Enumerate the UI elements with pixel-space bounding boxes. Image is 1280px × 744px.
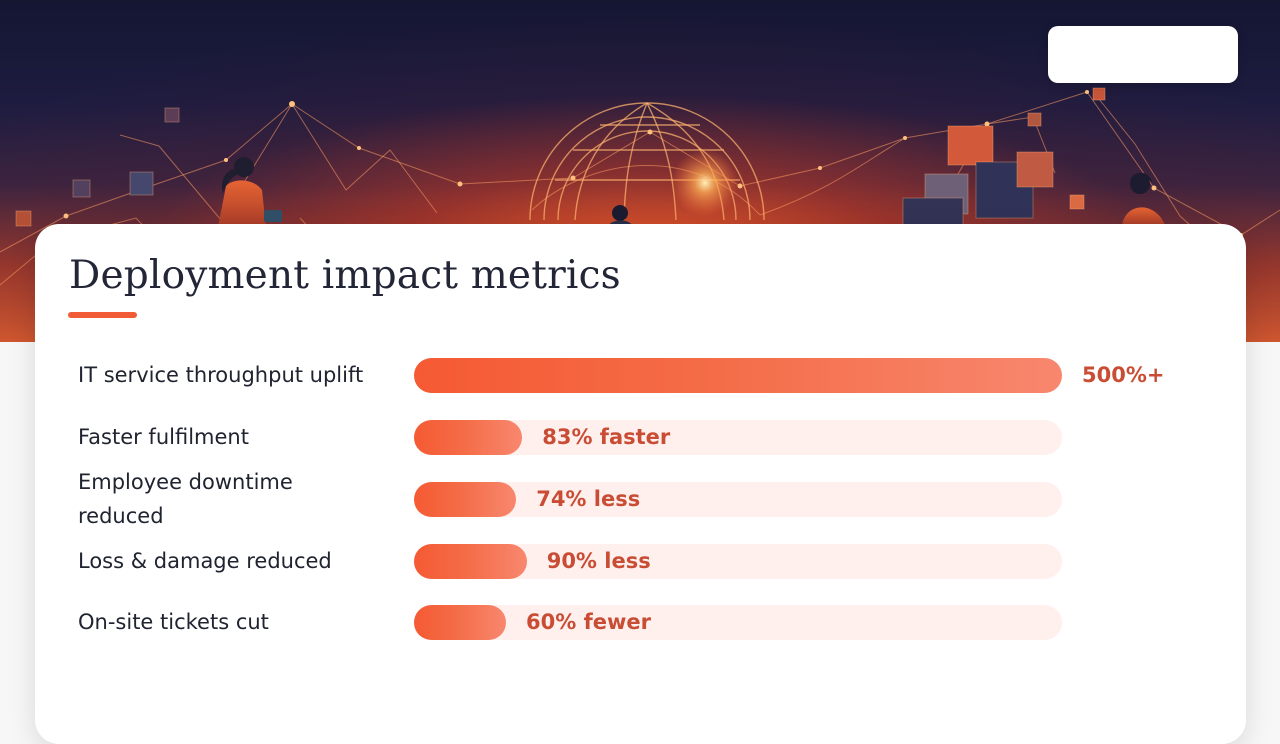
metrics-card: Deployment impact metrics IT service thr… [35, 224, 1246, 744]
floating-cubes [15, 87, 1106, 228]
value-label-loss-damage-reduced: 90% less [546, 549, 651, 573]
metric-label-faster-fulfilment: Faster fulfilment [78, 425, 249, 449]
bar-fill-on-site-tickets-cut [414, 604, 507, 640]
title-underline [68, 312, 137, 318]
metric-label-on-site-tickets-cut: On-site tickets cut [78, 610, 269, 634]
metric-label-it-service-throughput-uplift: IT service throughput uplift [78, 363, 364, 387]
bar-fill-loss-damage-reduced [414, 543, 527, 579]
metric-label-employee-downtime-reduced: Employee downtime reduced [78, 470, 293, 528]
bar-fill-employee-downtime-reduced [414, 481, 517, 517]
metric-row-employee-downtime-reduced: Employee downtime reduced 74% less [35, 467, 1246, 531]
metric-row-loss-damage-reduced: Loss & damage reduced 90% less [35, 529, 1246, 593]
person-illustration-left [218, 157, 282, 227]
bar-fill-faster-fulfilment [414, 419, 523, 455]
person-illustration-center [608, 205, 633, 226]
metric-row-faster-fulfilment: Faster fulfilment 83% faster [35, 405, 1246, 469]
metric-row-on-site-tickets-cut: On-site tickets cut 60% fewer [35, 590, 1246, 654]
bar-fill-it-service-throughput-uplift [414, 357, 1062, 393]
person-illustration-right [1122, 172, 1165, 225]
value-label-employee-downtime-reduced: 74% less [536, 487, 641, 511]
sphere-glow [671, 149, 739, 217]
value-label-on-site-tickets-cut: 60% fewer [526, 610, 651, 634]
value-label-faster-fulfilment: 83% faster [542, 425, 671, 449]
value-label-it-service-throughput-uplift: 500%+ [1082, 363, 1165, 387]
logo-placeholder [1048, 26, 1238, 83]
bar-track-employee-downtime-reduced: 74% less [414, 481, 1062, 517]
metric-label-loss-damage-reduced: Loss & damage reduced [78, 549, 332, 573]
bar-track-faster-fulfilment: 83% faster [414, 419, 1062, 455]
bar-track-on-site-tickets-cut: 60% fewer [414, 604, 1062, 640]
bar-track-it-service-throughput-uplift: 500%+ [414, 357, 1164, 393]
bar-track-loss-damage-reduced: 90% less [414, 543, 1062, 579]
metric-row-it-service-throughput-uplift: IT service throughput uplift 500%+ [35, 343, 1246, 407]
page-title: Deployment impact metrics [69, 253, 621, 298]
